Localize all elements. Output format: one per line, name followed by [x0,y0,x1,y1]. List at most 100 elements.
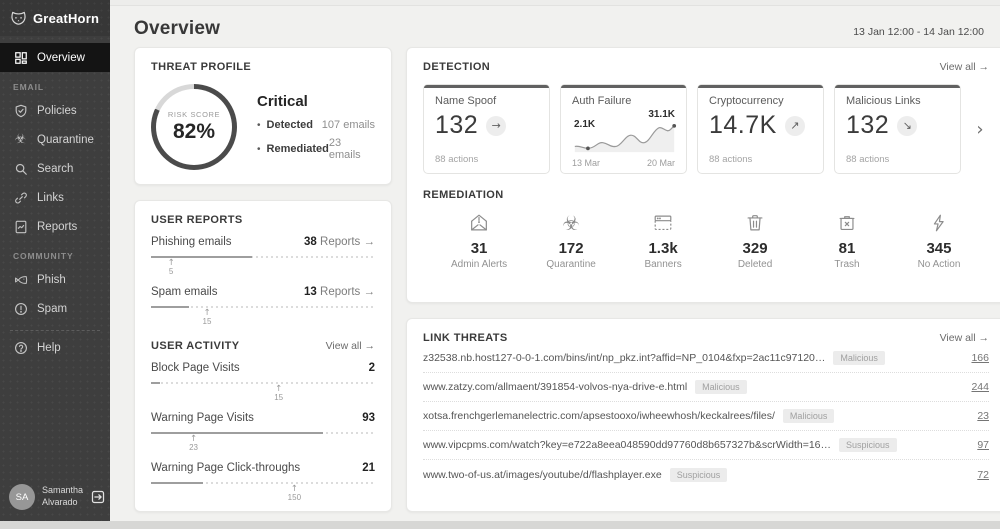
warning-page-clickthroughs-row: Warning Page Click-throughs 21 ↑ 150 [151,462,375,502]
metric-label: Spam emails [151,286,218,298]
remediation-trash: 81 Trash [819,211,875,270]
link-threats-view-all-link[interactable]: View all → [939,332,989,344]
auth-failure-sparkline: 2.1K 31.1K [572,109,677,155]
sidebar-item-spam[interactable]: Spam [0,294,110,323]
page-title: Overview [134,18,221,39]
user-activity-view-all-link[interactable]: View all → [325,340,375,352]
malicious-badge: Malicious [695,380,747,394]
alert-circle-icon [13,301,28,316]
sidebar-item-policies[interactable]: Policies [0,96,110,125]
link-threat-row[interactable]: www.zatzy.com/allmaent/391854-volvos-nya… [423,373,989,402]
sidebar-item-reports[interactable]: Reports [0,212,110,241]
sidebar-item-help[interactable]: Help [0,333,110,362]
detection-title: DETECTION [423,61,491,73]
metric-track [151,256,375,258]
link-threat-row[interactable]: www.two-of-us.at/images/youtube/d/flashp… [423,460,989,489]
link-threat-row[interactable]: www.vipcpms.com/watch?key=e722a8eea04859… [423,431,989,460]
block-page-visits-row: Block Page Visits 2 ↑ 15 [151,362,375,402]
chain-link-icon [13,190,28,205]
sidebar-divider [10,330,100,331]
sidebar-item-overview[interactable]: Overview [0,43,110,72]
user-reports-title: USER REPORTS [151,214,243,226]
spark-x-start: 13 Mar [572,158,601,168]
logout-icon[interactable] [90,489,106,505]
remediation-title: REMEDIATION [423,189,504,201]
carousel-next-button[interactable]: › [971,84,989,174]
sidebar-item-quarantine[interactable]: ☣ Quarantine [0,125,110,154]
spam-emails-row: Spam emails 13 Reports → ↑ 15 [151,286,375,326]
risk-score-gauge: RISK SCORE 82% [151,84,237,170]
sidebar-item-links[interactable]: Links [0,183,110,212]
window-top-edge [110,0,1000,6]
threat-url-link[interactable]: www.two-of-us.at/images/youtube/d/flashp… [423,468,662,481]
sidebar-item-label: Phish [37,273,66,286]
threat-url-link[interactable]: z32538.nb.host127-0-0-1.com/bins/int/np_… [423,352,826,364]
threat-count-link[interactable]: 244 [971,381,989,393]
benchmark-marker: ↑ 150 [287,484,302,502]
user-name: Samantha Alvarado [42,485,84,507]
detection-view-all-link[interactable]: View all → [939,61,989,73]
threat-count-link[interactable]: 97 [977,439,989,451]
link-threat-row[interactable]: z32538.nb.host127-0-0-1.com/bins/int/np_… [423,344,989,373]
trend-up-right-icon: ↗ [784,115,805,136]
sidebar-item-label: Reports [37,220,78,233]
severity-level: Critical [257,93,308,110]
metric-track [151,306,375,308]
marker-up-icon: ↑ [203,308,211,318]
warning-page-visits-row: Warning Page Visits 93 ↑ 23 [151,412,375,452]
threat-count-link[interactable]: 166 [971,352,989,364]
brand-link[interactable]: GreatHorn [0,0,110,36]
remediated-stat-row: • Remediated 23 emails [257,137,361,161]
detection-card: DETECTION View all → Name Spoof 132 → 88… [406,47,1000,303]
sidebar: GreatHorn Overview EMAIL Policies ☣ [0,0,110,521]
sidebar-item-label: Spam [37,302,68,315]
threat-count-link[interactable]: 72 [977,468,989,481]
reports-link[interactable]: 13 Reports → [304,286,375,298]
sidebar-item-phish[interactable]: Phish [0,265,110,294]
lightning-icon [928,211,950,235]
biohazard-icon: ☣ [14,132,27,147]
suspicious-badge: Suspicious [839,438,897,452]
sidebar-item-search[interactable]: Search [0,154,110,183]
trash-x-icon [836,211,858,235]
metric-label: Block Page Visits [151,362,240,374]
remediation-banners: 1.3k Banners [635,211,691,270]
metric-track [151,382,375,384]
sidebar-item-label: Policies [37,104,77,117]
greathorn-owl-logo-icon [10,10,27,27]
report-document-icon [13,219,28,234]
detection-tile-cryptocurrency[interactable]: Cryptocurrency 14.7K ↗ 88 actions [697,84,824,174]
date-range-picker[interactable]: 13 Jan 12:00 - 14 Jan 12:00 [853,26,984,38]
marker-up-icon: ↑ [290,484,298,494]
detection-tile-auth-failure[interactable]: Auth Failure 2.1K 31.1K [560,84,687,174]
marker-up-icon: ↑ [275,384,283,394]
user-profile[interactable]: SA Samantha Alvarado [0,484,110,521]
dashboard-content: THREAT PROFILE RISK SCORE 82% Critical •… [110,40,1000,512]
threat-url-link[interactable]: www.zatzy.com/allmaent/391854-volvos-nya… [423,381,688,393]
metric-label: Warning Page Click-throughs [151,462,301,474]
trend-right-icon: → [486,115,507,136]
reports-link[interactable]: 38 Reports → [304,236,375,248]
grid-overview-icon [13,50,28,65]
metric-label: Phishing emails [151,236,232,248]
mail-alert-icon [468,211,490,235]
page-header: Overview 13 Jan 12:00 - 14 Jan 12:00 [110,6,1000,40]
sidebar-nav: Overview EMAIL Policies ☣ Quarantine Sea… [0,43,110,362]
threat-url-link[interactable]: xotsa.frenchgerlemanelectric.com/apsesto… [423,410,775,422]
sidebar-item-label: Search [37,162,74,175]
shield-check-icon [13,103,28,118]
sidebar-item-label: Quarantine [37,133,94,146]
bullet-icon: • [257,119,261,131]
main-area: Overview 13 Jan 12:00 - 14 Jan 12:00 THR… [110,0,1000,521]
chevron-right-icon: › [976,118,984,140]
metric-track [151,482,375,484]
link-threat-row[interactable]: xotsa.frenchgerlemanelectric.com/apsesto… [423,402,989,431]
threat-url-link[interactable]: www.vipcpms.com/watch?key=e722a8eea04859… [423,439,832,451]
detection-tile-name-spoof[interactable]: Name Spoof 132 → 88 actions [423,84,550,174]
phishing-emails-row: Phishing emails 38 Reports → ↑ 5 [151,236,375,276]
detection-tile-malicious-links[interactable]: Malicious Links 132 ↘ 88 actions [834,84,961,174]
threat-count-link[interactable]: 23 [977,410,989,422]
search-icon [13,161,28,176]
sidebar-item-label: Help [37,341,61,354]
remediation-quarantine: ☣ 172 Quarantine [546,211,596,270]
